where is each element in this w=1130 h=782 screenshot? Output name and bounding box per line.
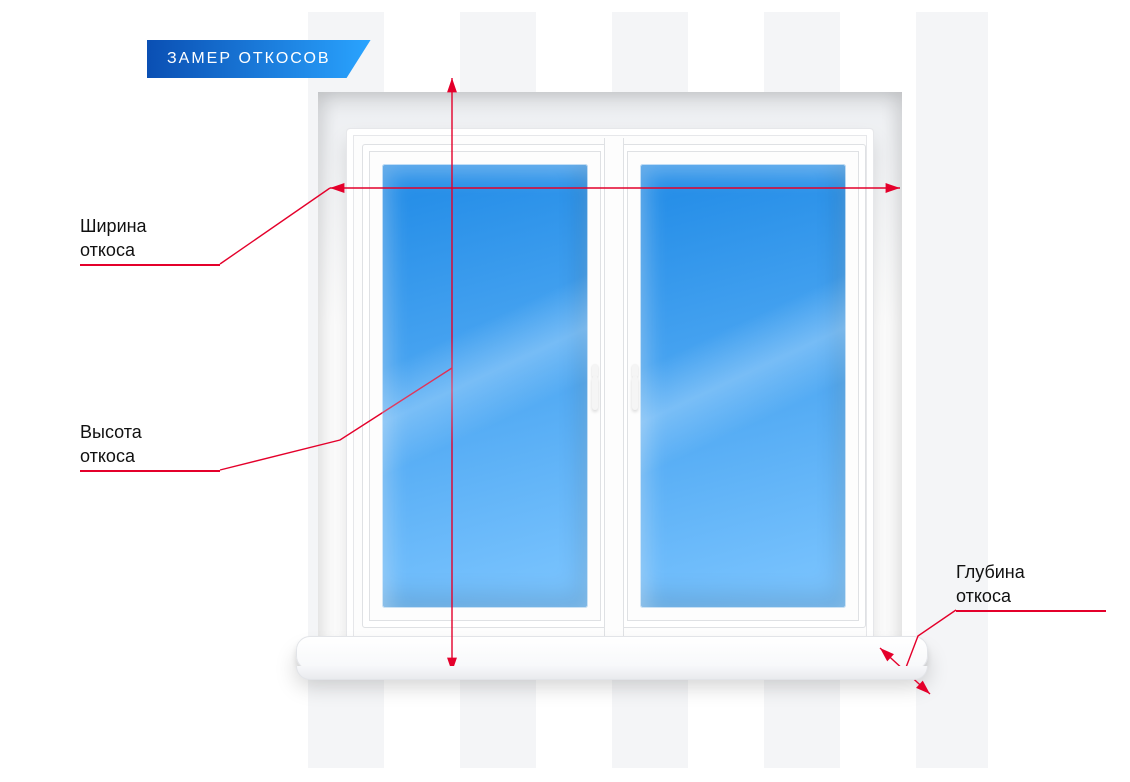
label-width: Ширина откоса	[80, 214, 147, 263]
glass-pane-left	[382, 164, 588, 608]
window-handle-right	[628, 364, 642, 410]
windowsill	[296, 636, 928, 670]
glass-pane-right	[640, 164, 846, 608]
label-height-line2: откоса	[80, 444, 142, 468]
label-height-underline	[80, 470, 220, 472]
label-height: Высота откоса	[80, 420, 142, 469]
label-width-line1: Ширина	[80, 214, 147, 238]
window-mullion	[604, 138, 624, 636]
window-handle-left	[588, 364, 602, 410]
label-depth: Глубина откоса	[956, 560, 1025, 609]
label-width-line2: откоса	[80, 238, 147, 262]
label-height-line1: Высота	[80, 420, 142, 444]
label-depth-line2: откоса	[956, 584, 1025, 608]
label-depth-underline	[956, 610, 1106, 612]
label-depth-line1: Глубина	[956, 560, 1025, 584]
label-width-underline	[80, 264, 220, 266]
